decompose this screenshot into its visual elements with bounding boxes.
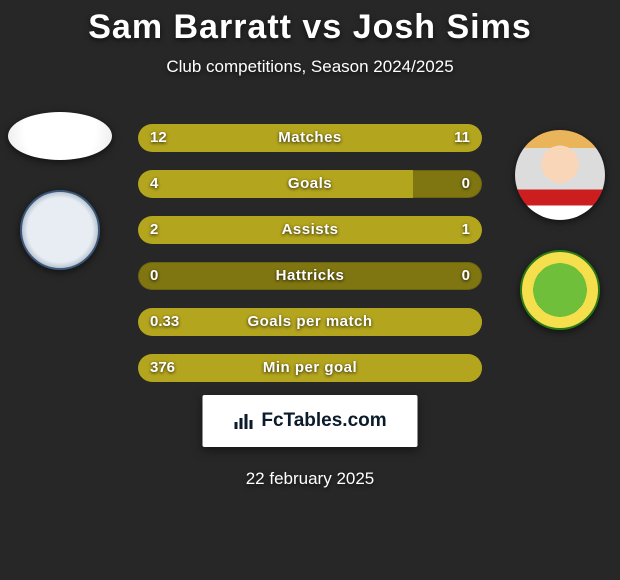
stat-label: Goals per match — [138, 308, 482, 336]
stat-value-right: 11 — [454, 124, 470, 152]
page-subtitle: Club competitions, Season 2024/2025 — [0, 57, 620, 77]
right-player-photo — [515, 130, 605, 220]
stat-label: Assists — [138, 216, 482, 244]
stat-label: Hattricks — [138, 262, 482, 290]
stat-value-right: 0 — [462, 170, 470, 198]
stat-row: 12Matches11 — [138, 124, 482, 152]
bars-icon — [233, 412, 255, 430]
left-player-column — [10, 112, 110, 270]
footer-brand-card: FcTables.com — [203, 395, 418, 447]
stat-label: Matches — [138, 124, 482, 152]
comparison-bars: 12Matches114Goals02Assists10Hattricks00.… — [138, 124, 482, 382]
stat-row: 0Hattricks0 — [138, 262, 482, 290]
right-club-badge — [520, 250, 600, 330]
left-club-badge — [20, 190, 100, 270]
page-title: Sam Barratt vs Josh Sims — [0, 0, 620, 47]
stat-row: 376Min per goal — [138, 354, 482, 382]
stat-row: 0.33Goals per match — [138, 308, 482, 336]
left-player-photo — [8, 112, 112, 160]
stat-label: Goals — [138, 170, 482, 198]
footer-brand-text: FcTables.com — [261, 410, 386, 432]
stat-value-right: 1 — [462, 216, 470, 244]
page-date: 22 february 2025 — [0, 469, 620, 489]
stat-label: Min per goal — [138, 354, 482, 382]
stat-row: 4Goals0 — [138, 170, 482, 198]
stat-row: 2Assists1 — [138, 216, 482, 244]
right-player-column — [510, 130, 610, 330]
stat-value-right: 0 — [462, 262, 470, 290]
